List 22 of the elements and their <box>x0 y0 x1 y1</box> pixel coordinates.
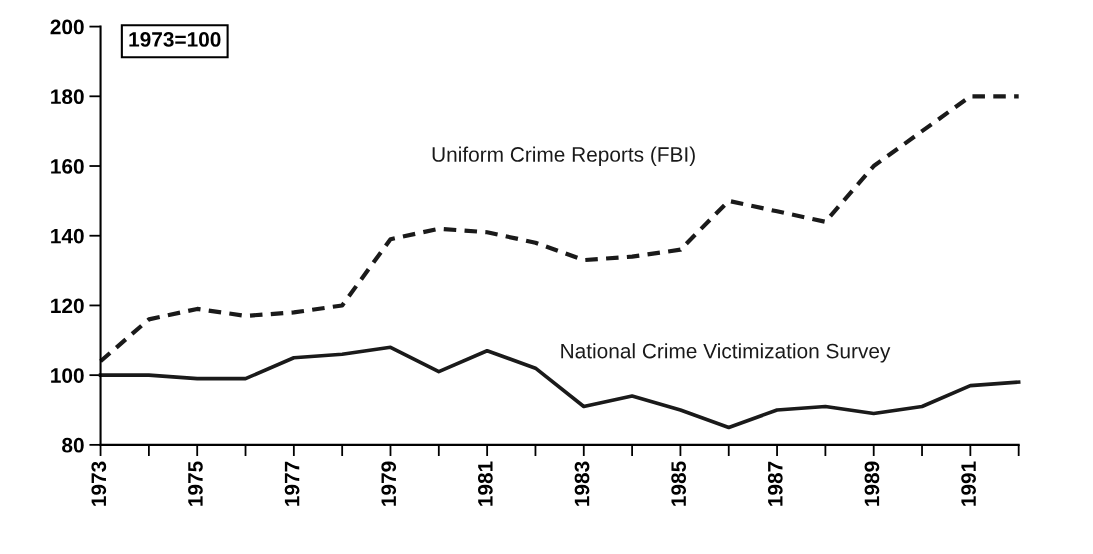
y-tick-label: 120 <box>51 298 84 314</box>
y-tick-label: 100 <box>51 368 84 383</box>
y-tick-label: 180 <box>51 89 84 105</box>
x-tick-label: 1983 <box>574 461 590 506</box>
line-series <box>98 345 1021 430</box>
x-tick-label: 1979 <box>381 461 397 506</box>
series-label: National Crime Victimization Survey <box>561 343 891 363</box>
x-tick-label: 1989 <box>864 461 880 506</box>
x-tick-label: 1985 <box>671 461 687 506</box>
y-tick-label: 200 <box>50 19 84 35</box>
y-tick-label: 80 <box>62 437 84 453</box>
x-tick-label: 1977 <box>284 461 300 506</box>
y-tick-label: 140 <box>51 228 84 244</box>
y-tick-label: 160 <box>51 159 84 174</box>
x-tick-label: 1991 <box>961 461 976 506</box>
annotation: 1973=100 <box>129 32 221 47</box>
x-tick-label: 1973 <box>91 461 107 506</box>
x-tick-label: 1987 <box>767 461 783 506</box>
x-tick-label: 1981 <box>477 461 493 506</box>
text: Uniform Crime Reports (FBI) <box>432 146 695 166</box>
line-series <box>98 94 1021 364</box>
x-tick-label: 1975 <box>188 461 203 506</box>
